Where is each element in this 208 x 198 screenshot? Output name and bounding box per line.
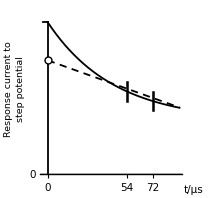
Text: t/μs: t/μs [184, 185, 204, 195]
Y-axis label: Response current to
step potential: Response current to step potential [4, 41, 25, 137]
